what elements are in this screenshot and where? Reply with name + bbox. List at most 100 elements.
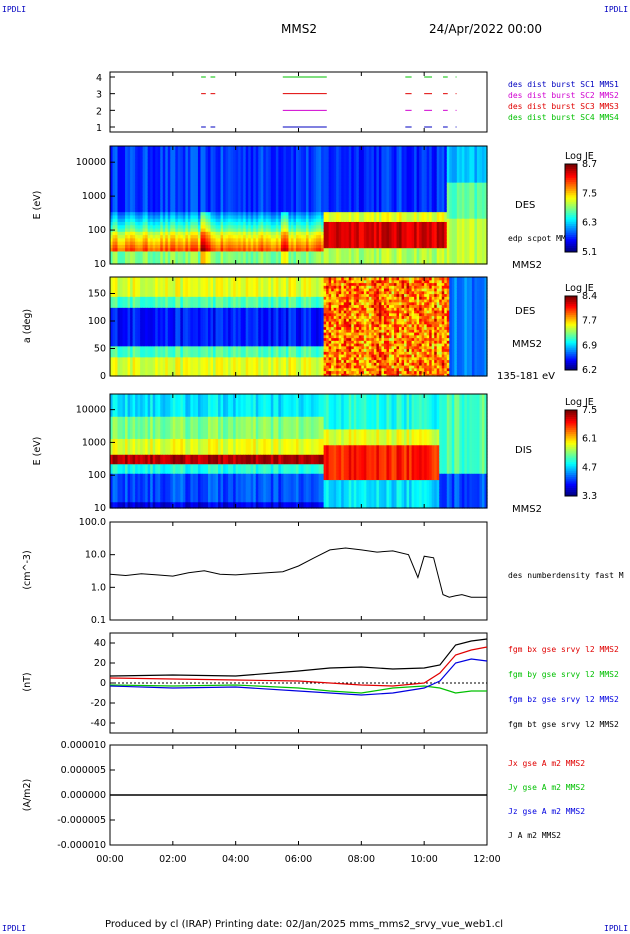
- heatmap-cell: [160, 162, 164, 167]
- heatmap-cell: [162, 257, 166, 262]
- heatmap-cell: [170, 188, 174, 193]
- heatmap-cell: [160, 214, 164, 219]
- heatmap-cell: [152, 254, 156, 259]
- heatmap-cell: [147, 247, 151, 252]
- heatmap-cell: [190, 221, 194, 226]
- heatmap-cell: [140, 178, 144, 183]
- heatmap-cell: [132, 159, 136, 163]
- heatmap-cell: [162, 185, 166, 190]
- heatmap-cell: [125, 227, 129, 232]
- heatmap-cell: [120, 247, 124, 252]
- heatmap-cell: [160, 241, 164, 245]
- heatmap-cell: [112, 155, 116, 160]
- heatmap-cell: [165, 162, 169, 167]
- heatmap-cell: [132, 244, 136, 249]
- heatmap-cell: [160, 218, 164, 222]
- heatmap-cell: [180, 159, 184, 163]
- heatmap-cell: [165, 146, 169, 150]
- heatmap-cell: [140, 231, 144, 236]
- heatmap-cell: [127, 231, 131, 236]
- heatmap-cell: [187, 185, 192, 190]
- heatmap-cell: [170, 152, 174, 157]
- heatmap-cell: [152, 247, 156, 252]
- heatmap-cell: [162, 182, 166, 186]
- heatmap-cell: [152, 175, 156, 180]
- heatmap-cell: [140, 211, 144, 216]
- heatmap-cell: [162, 146, 166, 150]
- heatmap-cell: [152, 227, 156, 232]
- heatmap-cell: [122, 162, 126, 167]
- heatmap-cell: [167, 214, 171, 219]
- heatmap-cell: [155, 201, 159, 206]
- heatmap-cell: [187, 165, 192, 170]
- heatmap-cell: [152, 152, 156, 157]
- heatmap-cell: [122, 231, 126, 236]
- heatmap-cell: [157, 201, 161, 206]
- heatmap-cell: [182, 201, 186, 206]
- heatmap-cell: [140, 214, 144, 219]
- heatmap-cell: [155, 195, 159, 200]
- heatmap-cell: [125, 191, 129, 196]
- heatmap-cell: [125, 205, 129, 209]
- heatmap-cell: [140, 237, 144, 242]
- heatmap-cell: [162, 165, 166, 170]
- heatmap-cell: [145, 162, 149, 167]
- heatmap-cell: [122, 155, 126, 160]
- heatmap-cell: [157, 208, 161, 213]
- heatmap-cell: [145, 231, 149, 236]
- heatmap-cell: [122, 214, 126, 219]
- heatmap-cell: [135, 254, 139, 259]
- heatmap-cell: [137, 227, 141, 232]
- heatmap-cell: [172, 198, 176, 203]
- heatmap-cell: [172, 159, 176, 163]
- heatmap-cell: [160, 155, 164, 160]
- heatmap-cell: [112, 247, 116, 252]
- heatmap-cell: [185, 234, 189, 239]
- heatmap-cell: [150, 227, 154, 232]
- heatmap-cell: [120, 149, 124, 154]
- heatmap-cell: [160, 221, 164, 226]
- heatmap-cell: [110, 254, 114, 259]
- corner-label-tl: IPDLI: [2, 5, 27, 14]
- heatmap-cell: [130, 224, 134, 229]
- heatmap-cell: [187, 172, 192, 177]
- heatmap-cell: [115, 182, 119, 186]
- heatmap-cell: [187, 152, 192, 157]
- heatmap-cell: [120, 172, 124, 177]
- heatmap-cell: [180, 188, 184, 193]
- heatmap-cell: [130, 214, 134, 219]
- heatmap-cell: [142, 205, 146, 209]
- heatmap-cell: [187, 155, 192, 160]
- heatmap-cell: [127, 221, 131, 226]
- heatmap-cell: [157, 198, 161, 203]
- heatmap-cell: [112, 211, 116, 216]
- heatmap-cell: [160, 257, 164, 262]
- heatmap-cell: [177, 168, 181, 173]
- heatmap-cell: [165, 165, 169, 170]
- heatmap-cell: [117, 198, 121, 203]
- heatmap-cell: [132, 234, 136, 239]
- heatmap-cell: [187, 257, 192, 262]
- heatmap-cell: [122, 224, 126, 229]
- heatmap-cell: [187, 195, 192, 200]
- heatmap-cell: [130, 250, 134, 255]
- heatmap-cell: [132, 149, 136, 154]
- heatmap-cell: [160, 175, 164, 180]
- heatmap-cell: [147, 175, 151, 180]
- heatmap-cell: [160, 205, 164, 209]
- heatmap-cell: [115, 178, 119, 183]
- heatmap-cell: [140, 146, 144, 150]
- heatmap-cell: [167, 231, 171, 236]
- heatmap-cell: [182, 221, 186, 226]
- heatmap-cell: [135, 224, 139, 229]
- heatmap-cell: [157, 159, 161, 163]
- heatmap-cell: [112, 198, 116, 203]
- heatmap-cell: [122, 165, 126, 170]
- heatmap-cell: [117, 188, 121, 193]
- heatmap-cell: [165, 218, 169, 222]
- heatmap-cell: [182, 250, 186, 255]
- heatmap-cell: [160, 208, 164, 213]
- heatmap-cell: [135, 175, 139, 180]
- heatmap-cell: [130, 205, 134, 209]
- heatmap-cell: [115, 175, 119, 180]
